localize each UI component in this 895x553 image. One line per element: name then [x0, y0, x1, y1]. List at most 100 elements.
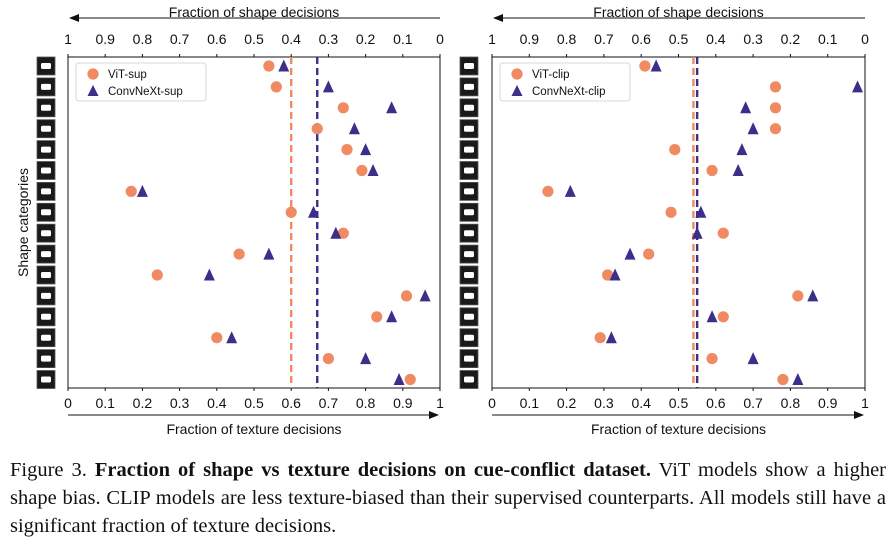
convnext-point [367, 164, 379, 176]
clock-icon [459, 181, 479, 201]
bottle-icon-glyph [464, 272, 474, 278]
bottom-tick-label: 0.5 [669, 395, 689, 411]
vit-point [665, 206, 677, 218]
vit-point [337, 102, 349, 114]
legend-box [75, 62, 207, 102]
vit-point [151, 269, 163, 281]
convnext-point [740, 101, 752, 114]
boat-icon [459, 286, 479, 306]
convnext-point [605, 331, 617, 344]
keyboard-icon-glyph [41, 125, 51, 132]
chart-canvas: Fraction of shape decisions 1 0.9 0.8 0.7 0.6… [15, 4, 869, 437]
airplane-icon [459, 370, 479, 389]
elephant-icon [36, 140, 56, 160]
vit-point [542, 185, 554, 197]
bird-icon [459, 307, 479, 327]
boat-icon-glyph [41, 292, 51, 299]
truck-icon-glyph [464, 63, 474, 69]
convnext-point [732, 164, 744, 176]
chair-icon [36, 202, 56, 222]
convnext-point [706, 310, 718, 323]
boat-icon-glyph [464, 292, 474, 299]
bottom-tick-label: 0.9 [818, 395, 838, 411]
chair-icon-glyph [41, 209, 51, 216]
x-axis-label: Fraction of texture decisions [166, 421, 341, 437]
top-tick-label: 0.3 [743, 31, 763, 47]
convnext-point [691, 226, 703, 239]
caption-label: Figure 3. [10, 459, 87, 481]
vit-point [639, 60, 651, 72]
bird-icon [36, 307, 56, 327]
convnext-point [695, 205, 707, 218]
legend-box [499, 62, 631, 102]
convnext-point [852, 80, 864, 93]
vit-point [602, 269, 614, 281]
legend-entry: ViT-sup [108, 69, 147, 81]
caption-title: Fraction of shape vs texture decisions o… [94, 459, 651, 481]
convnext-point [226, 331, 238, 344]
bottom-tick-label: 0.6 [281, 395, 301, 411]
car-icon [459, 244, 479, 264]
convnext-point [650, 59, 662, 72]
legend-marker-triangle [511, 85, 523, 96]
chair-icon-glyph [464, 209, 474, 216]
legend-marker-triangle [87, 85, 99, 96]
clock-icon-glyph [41, 188, 51, 195]
top-tick-label: 0.9 [95, 31, 115, 47]
keyboard-icon-glyph [464, 125, 474, 132]
top-tick-label: 0.4 [706, 31, 726, 47]
bicycle-icon [459, 328, 479, 348]
bottom-tick-label: 1 [861, 395, 869, 411]
vit-point [341, 144, 353, 156]
x-axis-label: Fraction of texture decisions [591, 421, 766, 437]
elephant-icon-glyph [464, 146, 474, 153]
top-tick-label: 0.5 [244, 31, 264, 47]
vit-point [769, 102, 782, 114]
top-tick-label: 0.7 [170, 31, 190, 47]
vit-point [404, 373, 416, 386]
top-axis-label: Fraction of shape decisions [169, 4, 339, 20]
clock-icon-glyph [464, 188, 474, 195]
vit-point [717, 227, 729, 239]
car-icon-glyph [464, 251, 474, 258]
top-tick-label: 0 [861, 31, 869, 47]
top-tick-label: 0.1 [393, 31, 413, 47]
convnext-point [360, 352, 372, 365]
bottom-tick-label: 0.4 [631, 395, 651, 411]
plot-frame [491, 56, 866, 389]
figure-3: Fraction of shape decisions 1 0.9 0.8 0.7 0.6… [15, 4, 869, 437]
bear-icon [36, 349, 56, 369]
truck-icon [36, 56, 56, 76]
bottle-icon-glyph [41, 272, 51, 278]
top-tick-label: 0.6 [207, 31, 227, 47]
oven-icon-glyph [464, 83, 474, 90]
vit-point [337, 227, 349, 239]
legend-entry: ViT-clip [532, 69, 570, 81]
convnext-point [386, 101, 398, 114]
bicycle-icon-glyph [464, 334, 474, 341]
bottom-tick-label: 0.2 [557, 395, 577, 411]
cat-icon [459, 223, 479, 243]
cat-icon-glyph [464, 230, 474, 237]
bird-icon-glyph [41, 313, 51, 320]
top-tick-label: 1 [64, 31, 72, 47]
panel-1: Fraction of shape decisions 1 0.9 0.8 0.7 0.6… [15, 4, 444, 437]
convnext-point [386, 310, 398, 323]
car-icon-glyph [41, 251, 51, 258]
truck-icon [459, 56, 479, 76]
vit-point [777, 373, 789, 386]
convnext-point [330, 226, 342, 239]
vit-point [263, 60, 275, 72]
vit-point [706, 353, 718, 365]
top-tick-label: 0.2 [356, 31, 376, 47]
convnext-point [609, 268, 621, 281]
convnext-point [203, 268, 215, 281]
top-tick-label: 1 [488, 31, 496, 47]
convnext-point [322, 80, 334, 93]
vit-point [717, 311, 729, 323]
legend-marker-circle [87, 68, 99, 80]
top-tick-label: 0.2 [781, 31, 801, 47]
vit-point [769, 81, 782, 93]
truck-icon-glyph [41, 63, 51, 69]
legend-entry: ConvNeXt-clip [532, 86, 606, 98]
